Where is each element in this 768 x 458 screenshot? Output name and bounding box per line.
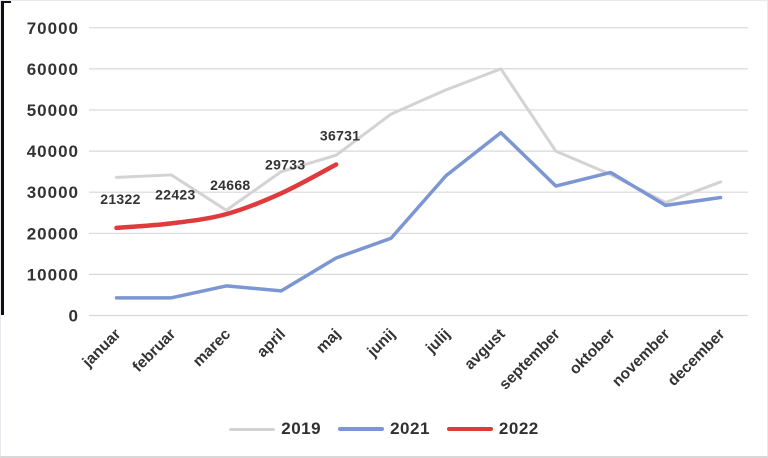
x-axis-label: avgust bbox=[461, 326, 508, 373]
legend-item-2019: 2019 bbox=[229, 419, 321, 439]
legend-label: 2019 bbox=[281, 419, 322, 438]
y-axis-label: 0 bbox=[69, 307, 79, 326]
x-axis-label: januar bbox=[79, 326, 125, 372]
y-axis-label: 20000 bbox=[27, 224, 79, 243]
y-axis-label: 30000 bbox=[27, 183, 79, 202]
data-label: 21322 bbox=[100, 191, 140, 207]
y-axis-label: 60000 bbox=[27, 60, 79, 79]
y-axis-label: 50000 bbox=[27, 101, 79, 120]
y-axis-label: 70000 bbox=[27, 19, 79, 38]
legend-swatch bbox=[229, 427, 276, 431]
x-axis-label: februar bbox=[129, 326, 179, 376]
x-axis-label: december bbox=[665, 326, 729, 390]
legend-label: 2021 bbox=[390, 419, 430, 438]
x-axis-label: julij bbox=[422, 326, 454, 358]
x-axis-label: april bbox=[254, 326, 289, 361]
x-axis-label: oktober bbox=[566, 326, 618, 378]
series-line-2019 bbox=[114, 67, 723, 212]
data-label: 24668 bbox=[210, 177, 250, 193]
series-line-2022 bbox=[114, 162, 339, 231]
legend-item-2021: 2021 bbox=[338, 419, 430, 439]
legend: 2019 2021 2022 bbox=[1, 413, 767, 445]
x-axis-label: junij bbox=[364, 326, 399, 361]
y-axis-label: 10000 bbox=[27, 265, 79, 284]
x-axis-label: marec bbox=[190, 326, 235, 371]
data-label: 36731 bbox=[320, 128, 360, 144]
series-line-2021 bbox=[114, 130, 723, 300]
legend-swatch bbox=[446, 426, 493, 432]
top-edge-artifact bbox=[1, 1, 11, 3]
legend-label: 2022 bbox=[498, 419, 539, 438]
data-label: 22423 bbox=[155, 186, 195, 202]
x-axis-label: november bbox=[609, 326, 673, 390]
legend-item-2022: 2022 bbox=[446, 419, 539, 439]
y-axis-label: 40000 bbox=[27, 142, 79, 161]
legend-swatch bbox=[338, 427, 385, 431]
x-axis-label: maj bbox=[313, 326, 344, 357]
data-label: 29733 bbox=[265, 156, 305, 172]
left-edge-artifact bbox=[1, 1, 4, 315]
